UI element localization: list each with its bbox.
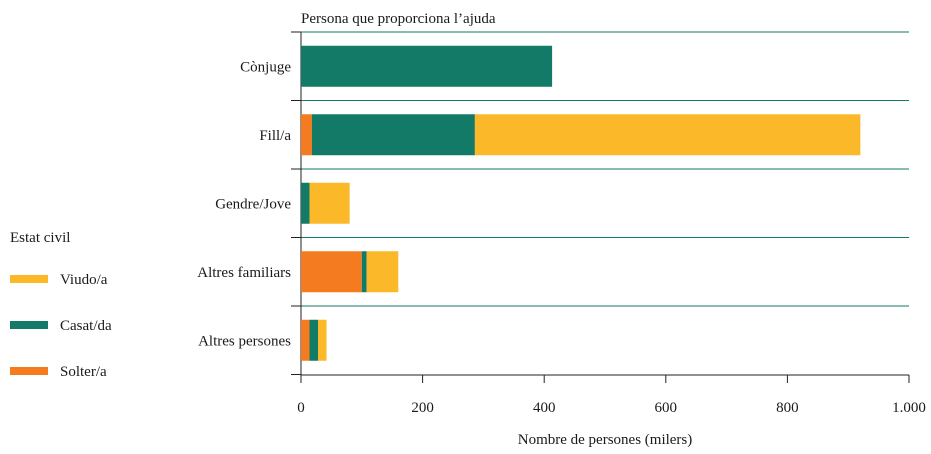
legend-swatch	[10, 367, 48, 375]
legend-swatch	[10, 321, 48, 329]
category-label: Gendre/Jove	[215, 196, 291, 212]
category-label: Fill/a	[259, 128, 291, 144]
x-tick-label: 1.000	[892, 400, 926, 416]
bar-segment	[309, 182, 350, 224]
bar-segment	[309, 319, 319, 361]
legend-label: Casat/da	[60, 318, 112, 334]
bar-segment	[361, 251, 367, 293]
bar-segment	[366, 251, 399, 293]
chart-subtitle: Persona que proporciona l’ajuda	[301, 11, 496, 27]
bar-segment	[301, 45, 553, 87]
category-label: Altres persones	[198, 333, 291, 349]
bar-segment	[301, 251, 362, 293]
bar-segment	[318, 319, 327, 361]
legend-label: Viudo/a	[60, 272, 108, 288]
bar-segment	[301, 114, 312, 156]
category-label: Altres familiars	[197, 265, 291, 281]
x-tick-label: 200	[411, 400, 434, 416]
legend-label: Solter/a	[60, 364, 107, 380]
x-tick-label: 800	[776, 400, 799, 416]
x-tick-label: 400	[533, 400, 556, 416]
category-label: Cònjuge	[240, 59, 291, 75]
bar-segment	[474, 114, 861, 156]
legend-title: Estat civil	[10, 230, 70, 246]
x-tick-label: 600	[655, 400, 678, 416]
x-tick-label: 0	[297, 400, 305, 416]
bar-segment	[301, 182, 310, 224]
x-axis-title: Nombre de persones (milers)	[518, 432, 693, 448]
bar-segment	[301, 319, 310, 361]
legend-swatch	[10, 275, 48, 283]
bar-segment	[311, 114, 475, 156]
